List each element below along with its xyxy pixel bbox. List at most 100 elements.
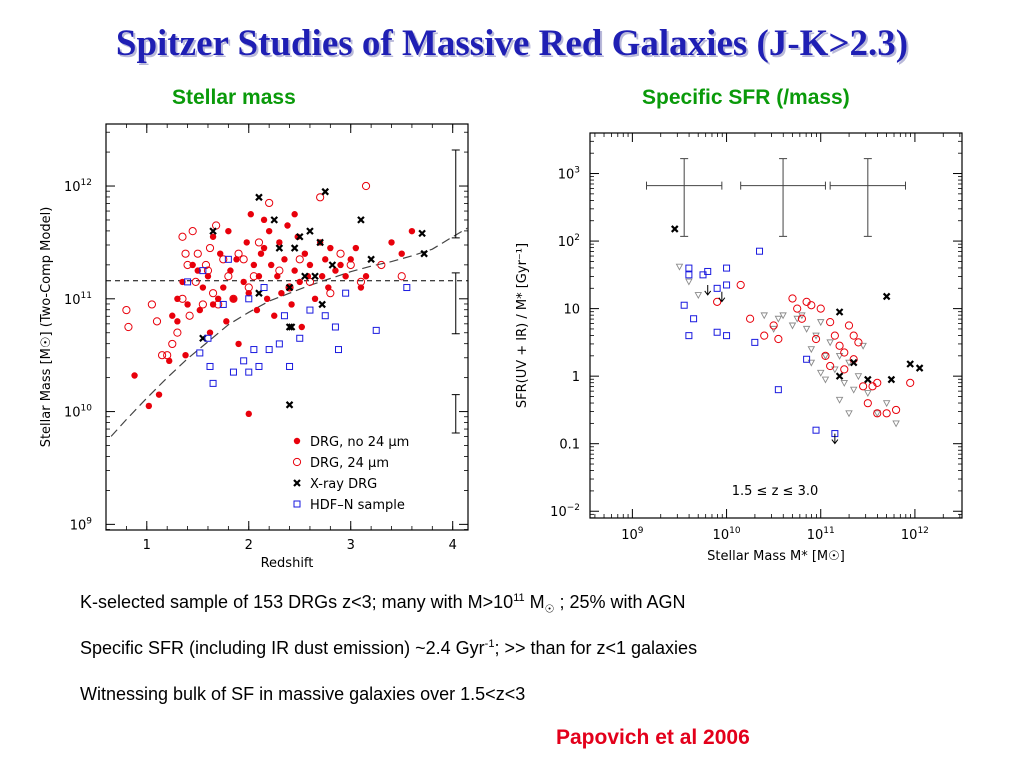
left-point [255,362,263,370]
left-legend-marker [293,437,301,445]
right-point [802,325,811,333]
right-plot-frame [589,132,963,519]
left-point [298,323,305,331]
left-point [311,272,319,281]
left-point [356,277,366,286]
left-point [291,267,298,274]
left-point [271,312,278,319]
bullet-line-3: Witnessing bulk of SF in massive galaxie… [80,684,526,704]
right-ytick-label: 102 [558,233,580,250]
left-point [286,362,294,370]
left-point [224,255,232,263]
left-point [362,273,370,280]
left-point [169,312,176,319]
right-point [807,301,816,310]
left-xtick-label: 2 [245,538,253,553]
right-point [760,312,768,320]
right-point [887,375,896,384]
left-point [245,410,252,418]
left-point [306,261,314,269]
right-xlabel: Stellar Mass M* [M☉] [707,549,845,564]
left-point [322,256,329,263]
right-point [854,373,863,381]
left-legend-label: HDF–N sample [310,498,405,513]
left-ytick-label: 1012 [64,178,92,195]
left-error-bar [451,149,460,239]
right-upper-limit-arrow [718,291,726,303]
right-point [807,359,816,367]
right-point [859,342,867,350]
left-point [275,340,283,348]
left-point [275,244,284,252]
bullet-line-2: Specific SFR (including IR dust emission… [80,638,698,658]
left-point [276,239,283,246]
left-xtick-label: 1 [143,538,151,553]
left-point [337,261,344,269]
right-point [816,304,825,313]
left-point [219,300,227,308]
right-point [849,386,858,394]
right-point [892,420,900,428]
left-point [285,283,294,292]
left-point [403,284,411,292]
right-point [845,359,853,367]
right-ytick-label: 10 [563,303,580,318]
right-point [685,271,693,279]
left-point [265,227,273,235]
left-point [287,323,296,331]
left-point [291,211,298,218]
left-point [367,255,375,264]
left-point [361,181,371,191]
left-point [209,379,217,387]
left-point [265,346,273,354]
left-point [240,357,248,365]
left-legend-label: DRG, 24 μm [310,456,389,471]
right-point [774,315,783,323]
right-point [826,361,835,371]
left-ytick-label: 1011 [64,291,92,308]
right-point [873,409,882,418]
right-point [873,410,881,418]
left-point [346,260,355,270]
left-point [184,301,191,308]
left-point [209,233,217,240]
right-point [882,409,891,418]
left-point [254,238,264,247]
left-point [152,317,162,326]
left-point [331,323,339,331]
left-point [281,256,288,263]
left-point [260,216,268,224]
right-point [779,312,787,320]
left-point [290,244,299,252]
left-point [193,249,202,258]
right-point [797,314,806,323]
left-point [245,295,253,303]
left-point [155,391,163,398]
left-point [255,289,263,297]
left-point [250,346,258,354]
right-point [680,301,688,309]
left-point [318,300,326,309]
right-upper-limit-arrow [704,284,712,296]
left-point [205,243,215,253]
left-xlabel: Redshift [261,556,314,571]
right-point [756,247,764,255]
right-point [844,321,854,330]
subtitle-specific-sfr: Specific SFR (/mass) [642,86,850,109]
right-point [863,399,872,408]
left-point [257,250,265,257]
left-point [311,295,319,303]
left-plot-frame [105,123,469,531]
left-point [206,329,214,336]
left-point [196,306,204,314]
right-point [736,280,745,290]
right-point [840,365,849,374]
left-xtick-label: 4 [449,538,457,553]
left-point [220,284,227,291]
right-point [835,352,844,360]
left-point [263,295,271,303]
right-point [723,264,731,272]
right-point [788,322,797,330]
left-point [188,227,197,236]
left-legend-marker [293,500,301,508]
